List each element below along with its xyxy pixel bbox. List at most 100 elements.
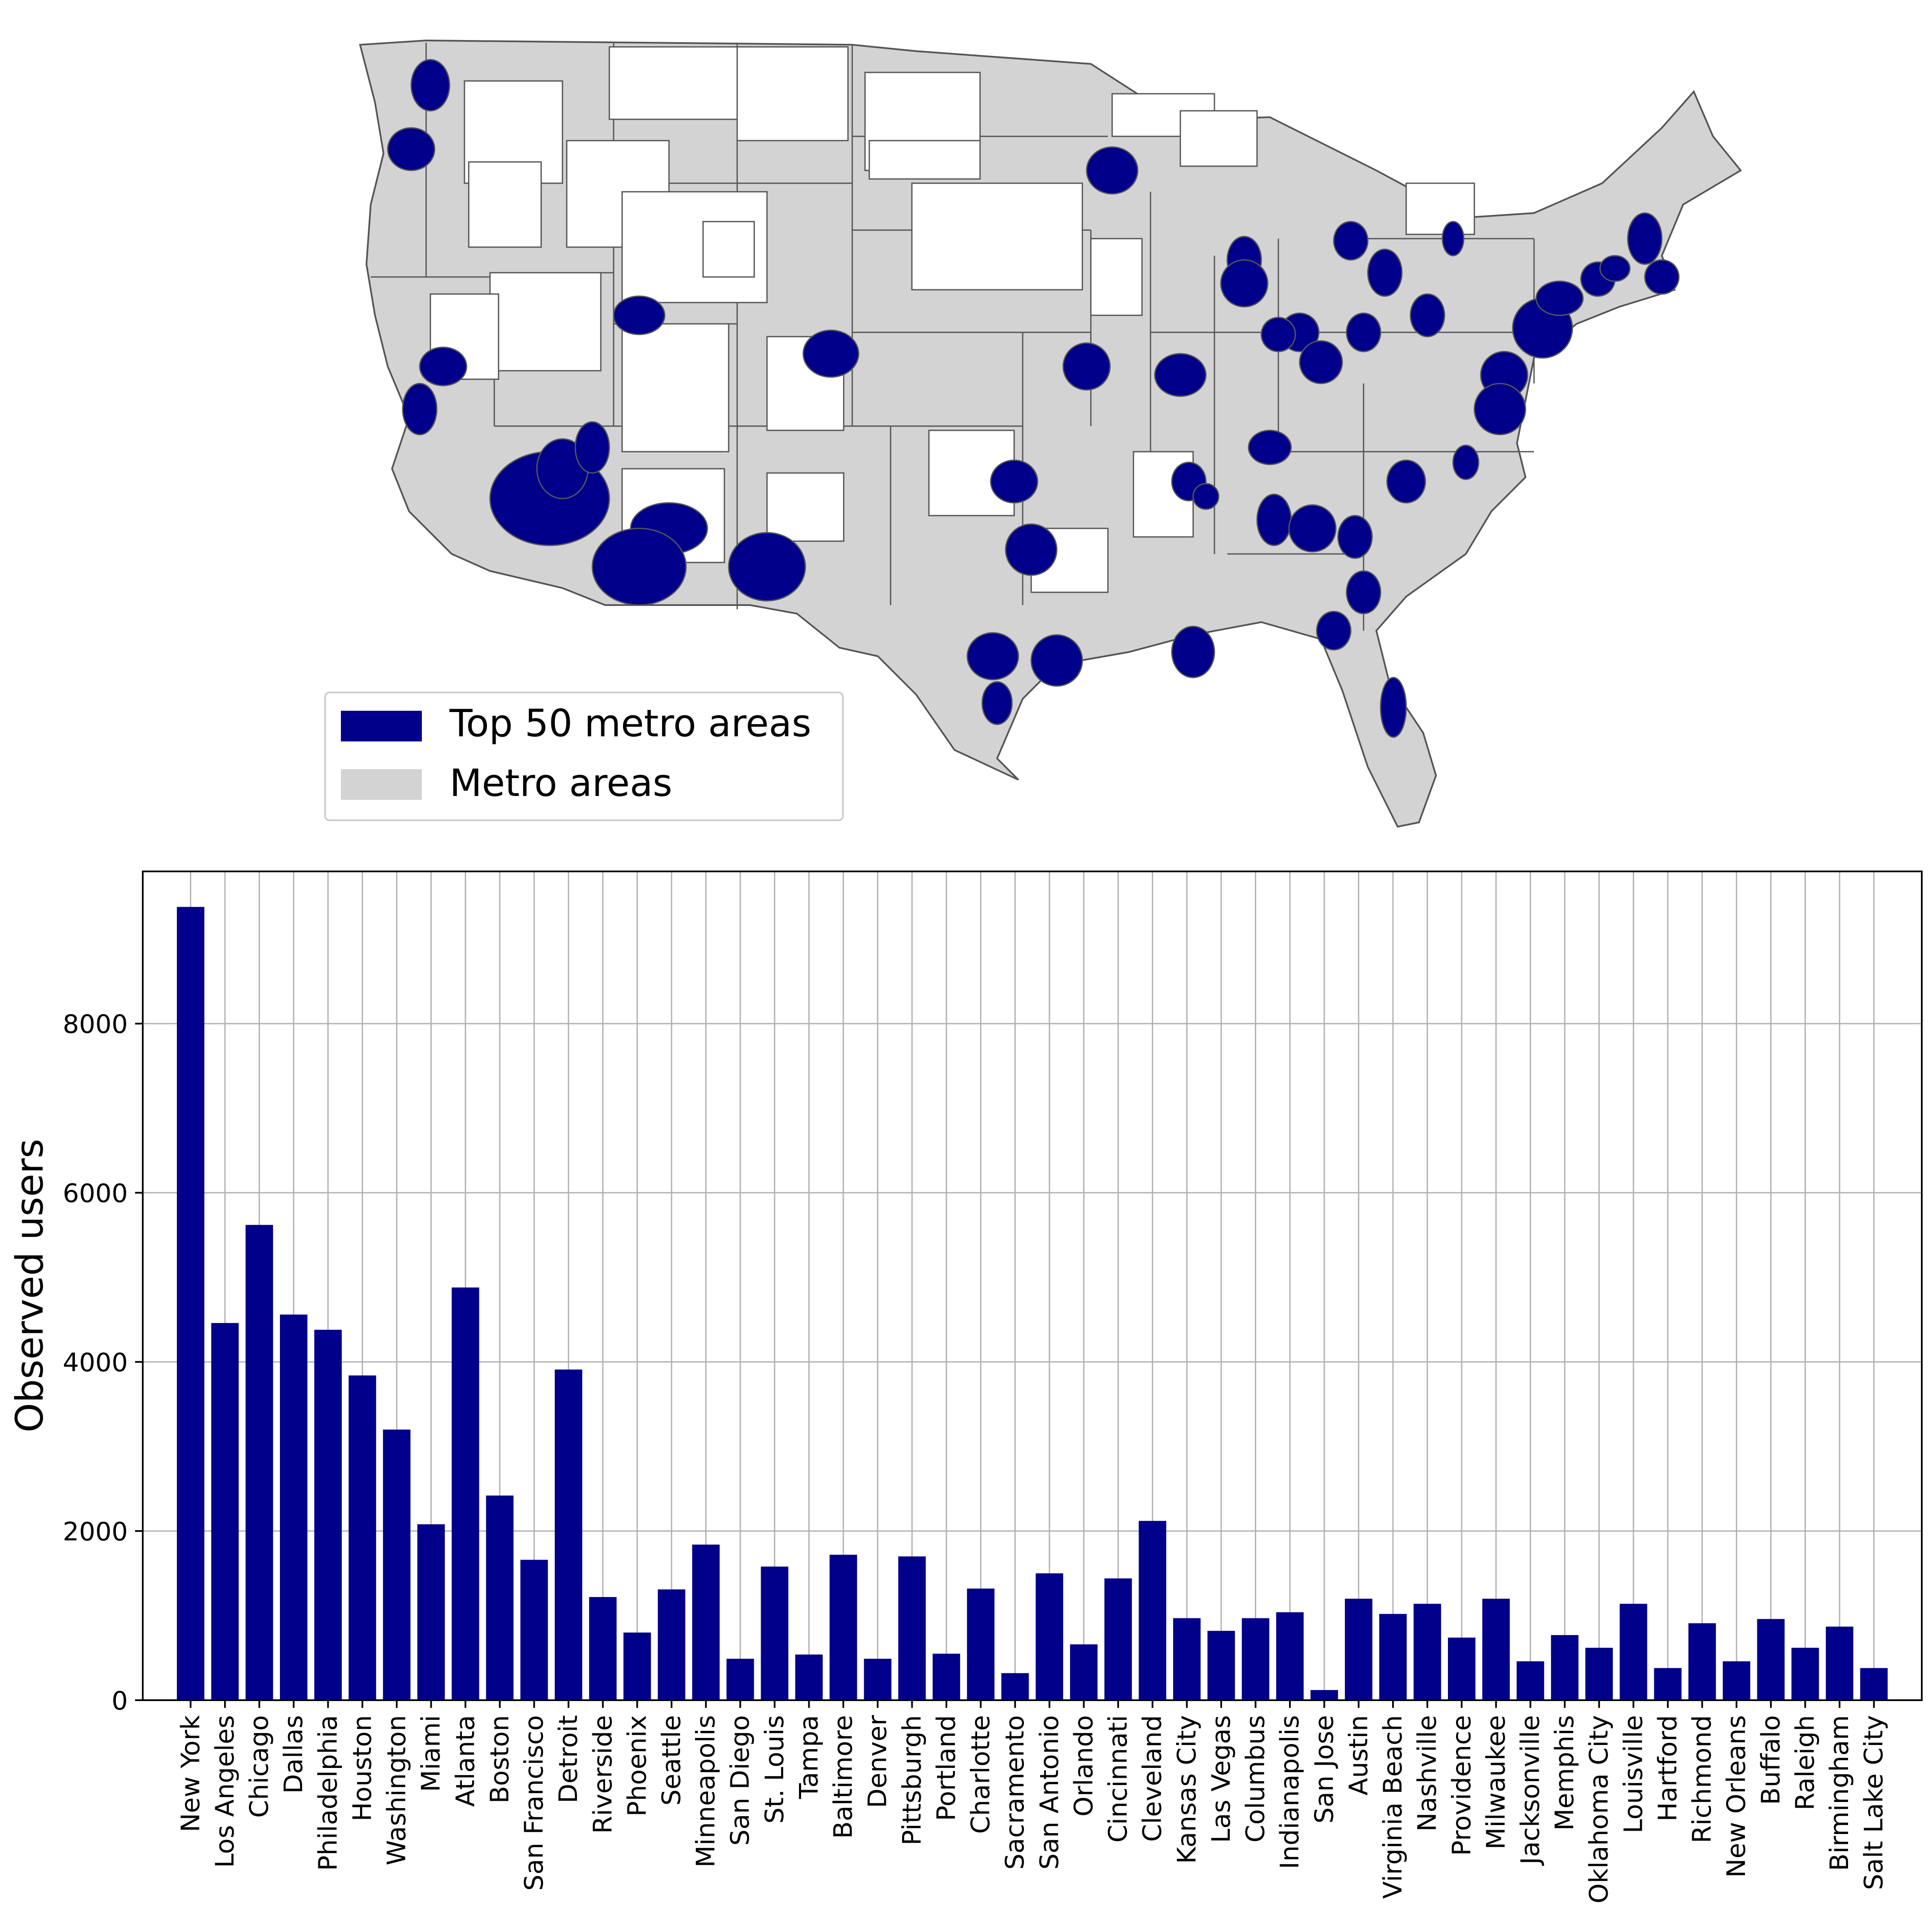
bar <box>1413 1603 1441 1700</box>
top-metro-area <box>990 459 1038 504</box>
x-tick-label: Providence <box>1447 1715 1476 1856</box>
x-tick-label: Birmingham <box>1825 1715 1854 1871</box>
top-metro-area <box>1442 221 1465 257</box>
top-metro-area <box>1474 383 1526 435</box>
bar <box>657 1589 686 1700</box>
bar <box>1242 1618 1269 1700</box>
x-tick-label: Dallas <box>279 1715 309 1794</box>
x-tick-label: Pittsburgh <box>897 1715 927 1845</box>
x-tick-label: Atlanta <box>450 1715 480 1807</box>
x-tick-label: Columbus <box>1241 1715 1271 1843</box>
map-legend: Top 50 metro areas Metro areas <box>324 692 844 821</box>
bar <box>864 1658 891 1700</box>
x-tick-label: Cleveland <box>1138 1715 1168 1842</box>
y-tick-label: 8000 <box>63 1009 128 1039</box>
bar <box>898 1556 926 1700</box>
bars <box>177 907 1888 1700</box>
top-metro-area <box>1005 523 1058 576</box>
x-tick-label: Denver <box>863 1715 893 1808</box>
non-metro-region <box>608 46 751 120</box>
bar <box>795 1654 823 1700</box>
bar <box>1104 1578 1132 1700</box>
non-metro-region <box>766 472 845 542</box>
x-tick-label: Las Vegas <box>1206 1715 1236 1843</box>
non-metro-region <box>489 272 602 372</box>
x-tick-label: Charlotte <box>966 1715 996 1834</box>
top-metro-area <box>1288 504 1337 553</box>
x-tick-label: Baltimore <box>828 1715 858 1839</box>
top-metro-area <box>387 127 435 171</box>
top-metro-area <box>1154 353 1207 397</box>
x-tick-label: Louisville <box>1618 1715 1648 1833</box>
legend-label-metro: Metro areas <box>450 761 672 805</box>
top-metro-area <box>1410 293 1445 337</box>
x-tick-label: Chicago <box>245 1715 274 1818</box>
top-metro-area <box>1220 259 1269 308</box>
non-metro-region <box>468 161 542 248</box>
x-tick-label: Austin <box>1344 1715 1373 1796</box>
y-axis-label: Observed users <box>8 1139 52 1432</box>
bar <box>383 1429 411 1700</box>
bar <box>177 907 205 1700</box>
bar <box>1722 1661 1750 1700</box>
top-metro-area <box>613 295 666 335</box>
legend-frame <box>324 692 844 821</box>
top-metro-area <box>981 681 1013 725</box>
x-tick-label: San Antonio <box>1035 1715 1064 1870</box>
top-metro-areas <box>387 59 1680 738</box>
x-tick-label: Milwaukee <box>1481 1715 1511 1849</box>
non-metro-region <box>868 140 981 180</box>
x-tick-label: Indianapolis <box>1275 1715 1305 1869</box>
bar <box>417 1524 445 1700</box>
y-tick-label: 2000 <box>63 1517 128 1547</box>
top-metro-area <box>1346 570 1381 614</box>
y-tick-label: 6000 <box>63 1179 128 1208</box>
x-tick-label: Riverside <box>588 1715 618 1834</box>
top-metro-area <box>1337 515 1373 559</box>
bar <box>211 1323 239 1700</box>
non-metro-region <box>702 221 755 278</box>
bar <box>1825 1626 1854 1700</box>
x-tick-label: Boston <box>485 1715 515 1803</box>
x-tick-label: Miami <box>416 1715 446 1792</box>
plot-frame <box>142 871 1923 1701</box>
bar <box>1379 1614 1407 1700</box>
top-metro-area <box>402 383 438 435</box>
x-tick-label: Minneapolis <box>691 1715 721 1868</box>
bar <box>1035 1573 1064 1700</box>
top-metro-area <box>591 528 687 606</box>
bar <box>1654 1668 1682 1700</box>
bar <box>1860 1668 1888 1700</box>
x-tick-label: Jacksonville <box>1515 1715 1545 1866</box>
x-tick-label: Washington <box>382 1715 412 1866</box>
x-tick-label: San Diego <box>725 1715 755 1846</box>
top-metro-area <box>419 346 467 386</box>
top-metro-area <box>1599 255 1631 282</box>
x-tick-label: Tampa <box>794 1715 824 1799</box>
top-metro-area <box>728 532 806 602</box>
top-metro-area <box>1333 221 1369 261</box>
bar <box>726 1658 754 1700</box>
bar <box>1207 1631 1235 1700</box>
bar <box>761 1566 789 1700</box>
bar <box>1620 1603 1647 1700</box>
bar <box>829 1554 857 1700</box>
metro-map: Top 50 metro areas Metro areas <box>324 39 1742 828</box>
bar <box>1585 1647 1613 1700</box>
x-tick-label: New Orleans <box>1721 1715 1751 1877</box>
bar <box>1276 1612 1304 1700</box>
x-tick-label: Memphis <box>1550 1715 1580 1831</box>
y-tick-label: 0 <box>112 1686 128 1716</box>
bar <box>1001 1673 1029 1700</box>
x-tick-label: Kansas City <box>1172 1715 1202 1864</box>
legend-swatch-metro <box>341 769 422 800</box>
top-metro-area <box>966 632 1019 681</box>
bar <box>1688 1623 1716 1700</box>
x-tick-label: Richmond <box>1687 1715 1717 1843</box>
top-metro-area <box>1171 626 1215 678</box>
y-tick-label: 4000 <box>63 1348 128 1378</box>
x-tick-label: Seattle <box>657 1715 686 1805</box>
top-metro-area <box>410 59 450 112</box>
bar <box>932 1653 960 1700</box>
x-tick-label: San Francisco <box>519 1715 549 1891</box>
